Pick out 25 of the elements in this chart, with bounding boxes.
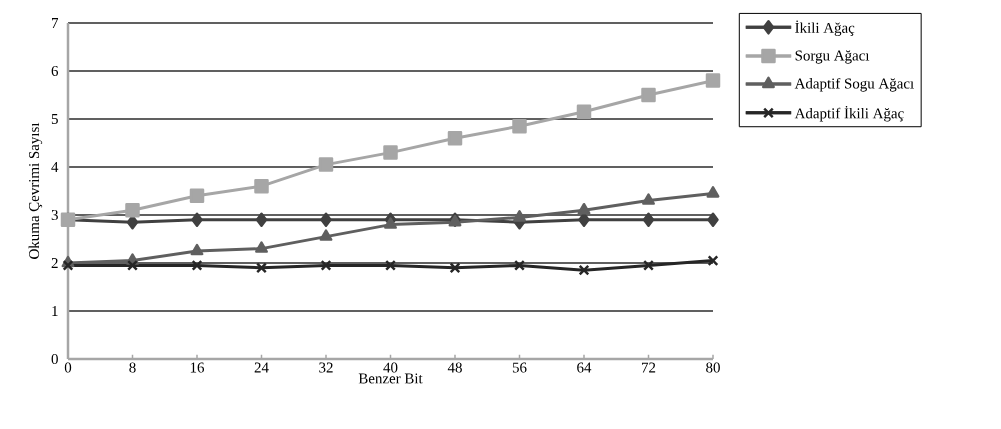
y-tick-label: 6 <box>51 65 59 77</box>
x-tick-label: 0 <box>64 362 72 373</box>
y-axis-title: Okuma Çevrimi Sayısı <box>28 122 43 259</box>
y-tick-label: 4 <box>51 162 59 172</box>
y-tick-label: 0 <box>51 353 58 365</box>
y-tick-label: 2 <box>51 258 58 268</box>
y-tick-label: 7 <box>51 18 59 28</box>
x-tick-label: 72 <box>642 362 656 373</box>
x-tick-label: 24 <box>254 362 269 373</box>
x-axis-title: Benzer Bit <box>358 373 423 384</box>
x-tick-label: 80 <box>706 362 720 373</box>
x-tick-label: 64 <box>577 362 592 373</box>
legend-label: Sorgu Ağacı <box>795 50 870 64</box>
x-tick-label: 40 <box>383 362 398 373</box>
x-tick-label: 56 <box>512 362 527 373</box>
y-tick-label: 3 <box>51 209 58 221</box>
x-tick-label: 16 <box>190 362 205 373</box>
x-tick-label: 48 <box>447 362 462 373</box>
legend-label: Adaptif Sogu Ağacı <box>794 77 914 92</box>
y-tick-label: 5 <box>51 114 58 124</box>
x-tick-label: 32 <box>319 362 333 373</box>
legend-label: İkili Ağaç <box>795 20 855 36</box>
x-tick-label: 8 <box>129 362 136 373</box>
y-tick-label: 1 <box>52 306 58 316</box>
legend-label: Adaptif İkili Ağaç <box>794 105 904 122</box>
